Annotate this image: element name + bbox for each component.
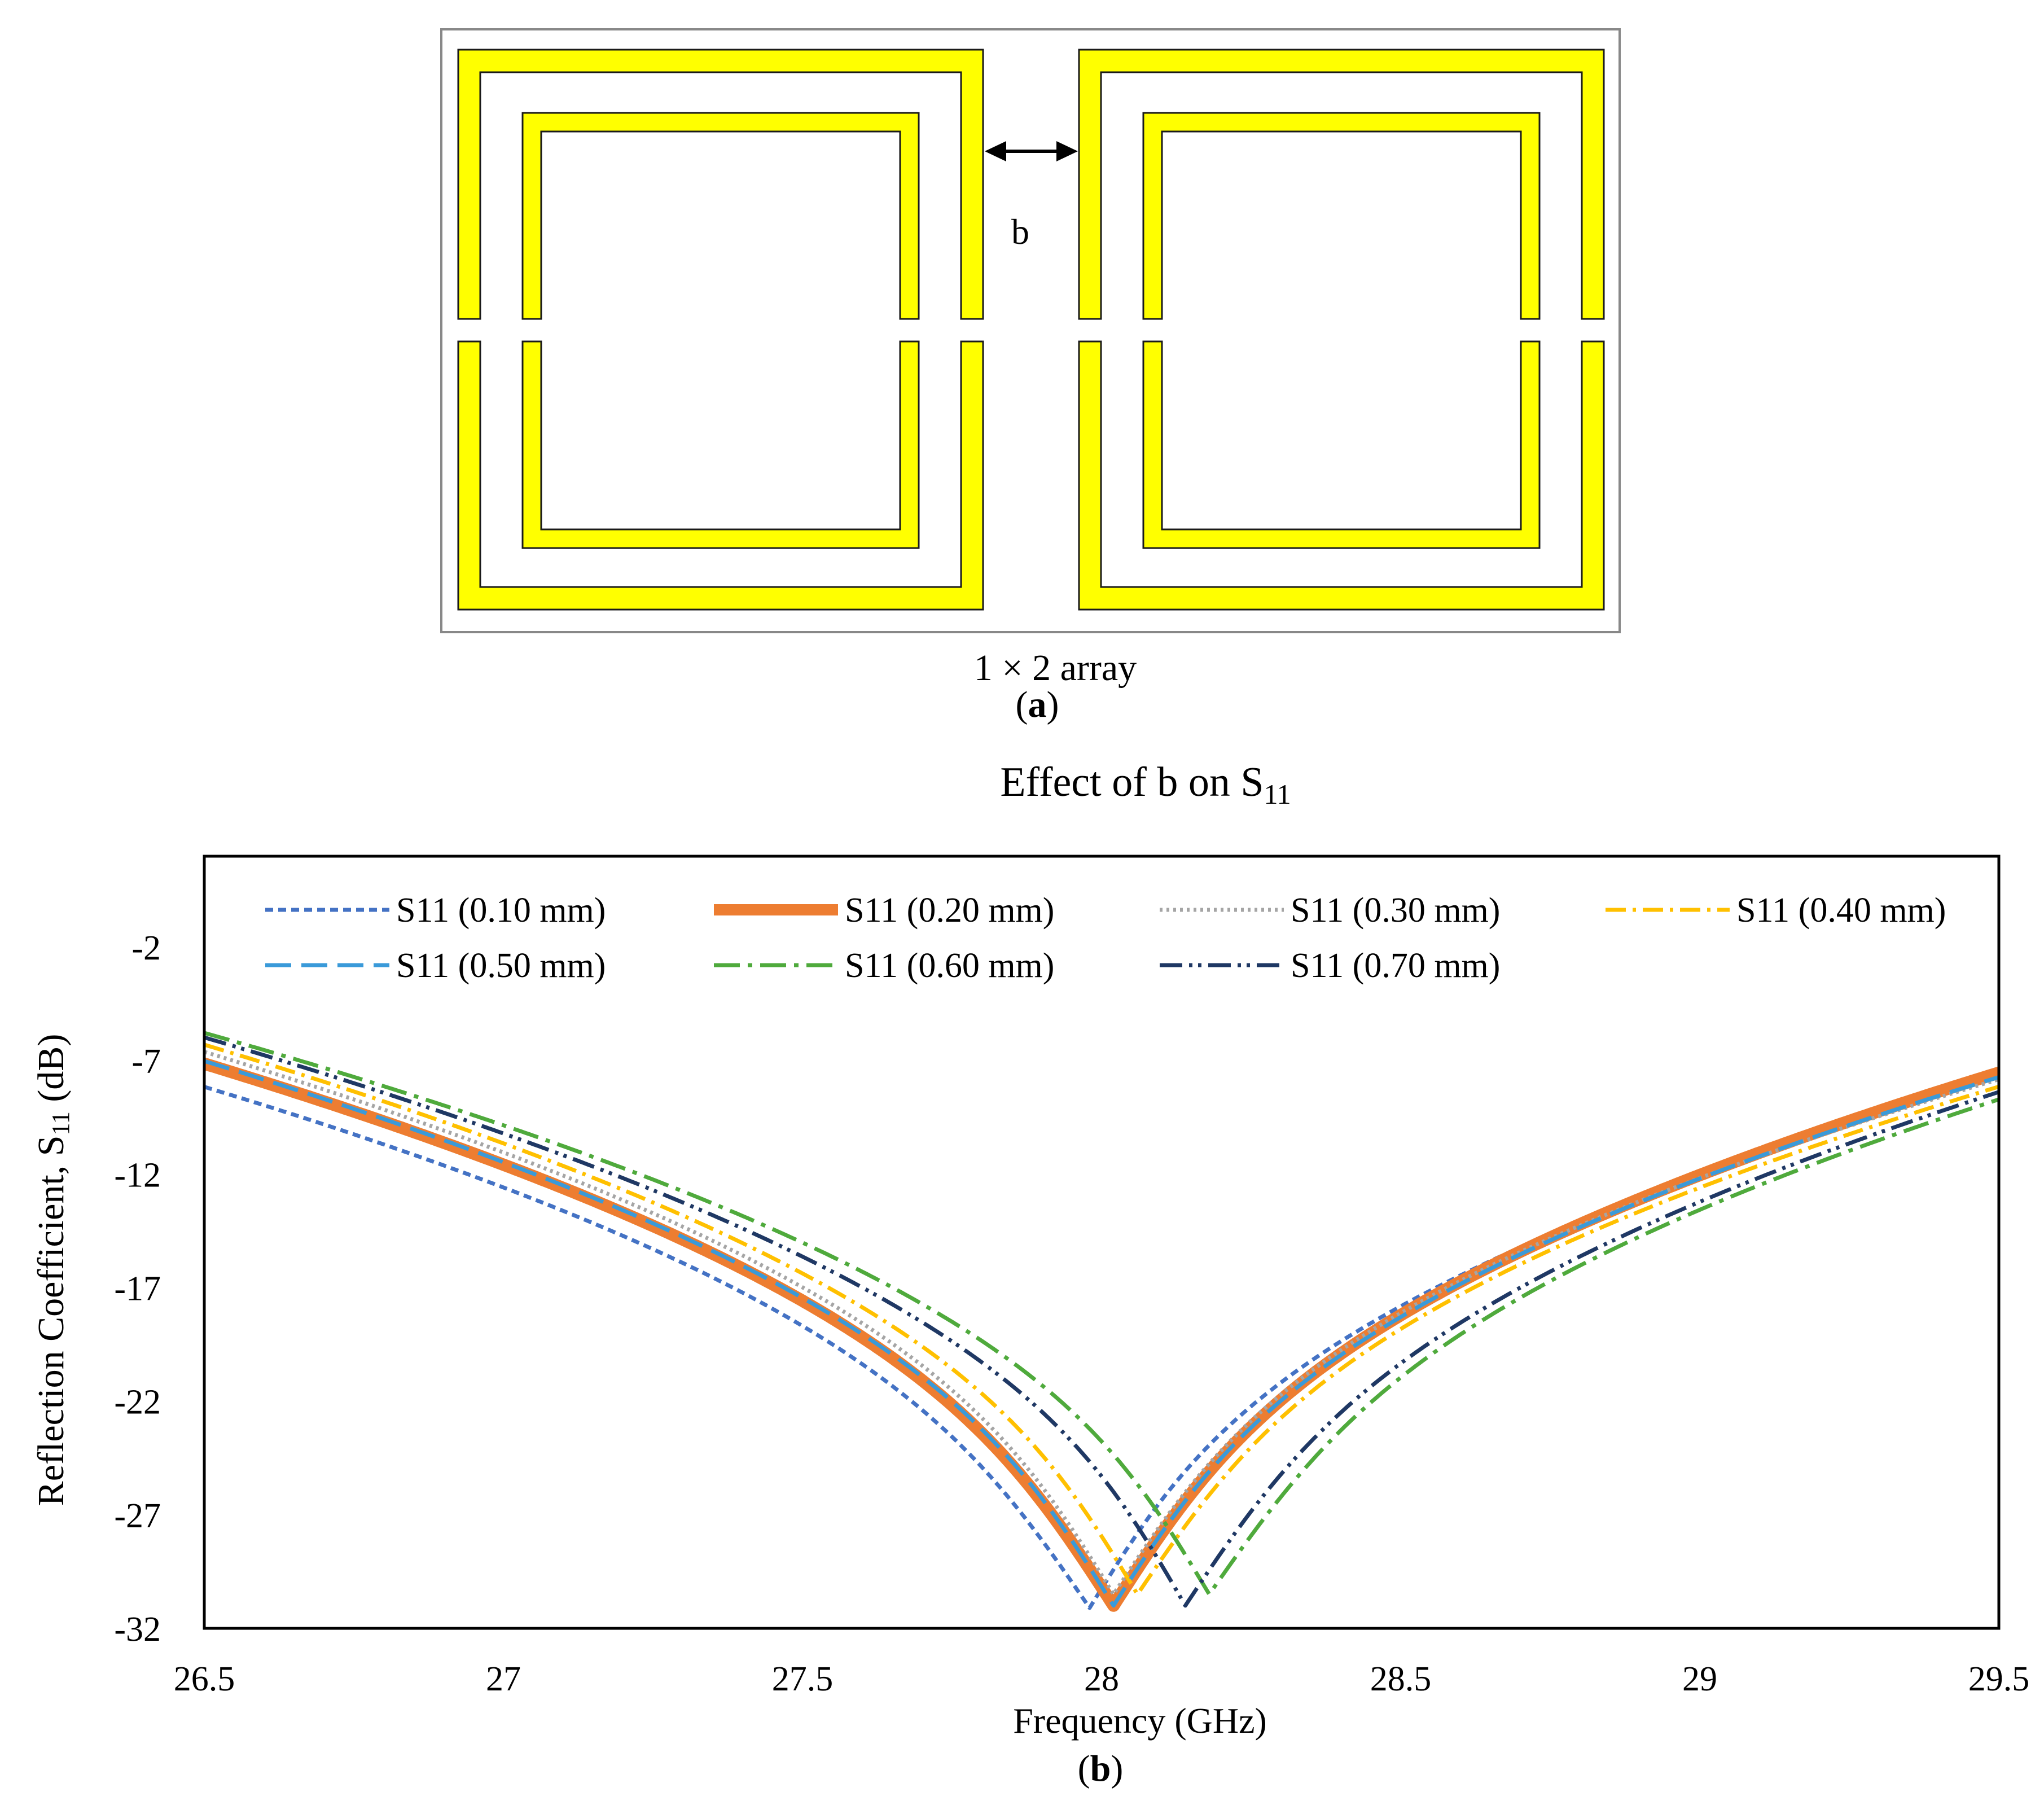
y-axis-label-main: Reflection Coefficient, S xyxy=(30,1136,72,1506)
panel-a-letter: a xyxy=(1028,684,1047,725)
unit-cell-right xyxy=(1078,49,1605,611)
chart-title-main: Effect of b on S xyxy=(1000,759,1264,805)
x-tick-label: 27 xyxy=(486,1660,521,1698)
x-tick-label: 29 xyxy=(1682,1660,1717,1698)
legend-label: S11 (0.30 mm) xyxy=(1291,891,1500,930)
array-caption: 1 × 2 array xyxy=(974,647,1137,689)
y-tick-label: -32 xyxy=(114,1610,161,1649)
x-tick-label: 29.5 xyxy=(1968,1660,2030,1698)
x-tick-label: 28.5 xyxy=(1370,1660,1432,1698)
series-line-3 xyxy=(204,1050,1999,1597)
y-tick-label: -2 xyxy=(131,929,161,967)
chart-title: Effect of b on S11 xyxy=(1000,759,1291,810)
panel-a-paren-close: ) xyxy=(1047,684,1059,725)
y-tick-label: -12 xyxy=(114,1156,161,1194)
legend-entry: S11 (0.20 mm) xyxy=(714,891,1054,930)
gap-arrow xyxy=(985,141,1078,161)
legend-label: S11 (0.40 mm) xyxy=(1736,891,1946,930)
legend-label: S11 (0.20 mm) xyxy=(845,891,1054,930)
panel-a-paren-open: ( xyxy=(1016,684,1028,725)
series-line-6 xyxy=(204,1031,1999,1597)
legend-entry: S11 (0.50 mm) xyxy=(265,947,606,985)
x-tick-label: 27.5 xyxy=(772,1660,834,1698)
x-axis-label: Frequency (GHz) xyxy=(1013,1701,1267,1741)
series-line-4 xyxy=(204,1042,1999,1597)
x-tick-label: 26.5 xyxy=(174,1660,235,1698)
gap-label: b xyxy=(1011,212,1029,252)
outer-ring-upper xyxy=(1078,49,1605,320)
legend-entry: S11 (0.40 mm) xyxy=(1606,891,1946,930)
unit-cell-left xyxy=(457,49,984,611)
legend-entry: S11 (0.70 mm) xyxy=(1160,947,1500,985)
y-tick-label: -17 xyxy=(114,1269,161,1308)
legend-label: S11 (0.50 mm) xyxy=(396,947,606,985)
y-tick-label: -7 xyxy=(131,1042,161,1081)
legend-label: S11 (0.10 mm) xyxy=(396,891,606,930)
legend-entry: S11 (0.10 mm) xyxy=(265,891,606,930)
panel-a: b 1 × 2 array (a) xyxy=(440,28,1621,725)
y-axis-label: Reflection Coefficient, S11 (dB) xyxy=(30,1034,74,1506)
outer-ring-lower xyxy=(1078,340,1605,611)
panel-b-paren-close: ) xyxy=(1111,1748,1123,1789)
panel-b-label: (b) xyxy=(1078,1748,1124,1789)
series-line-2 xyxy=(204,1057,1999,1612)
legend-entry: S11 (0.60 mm) xyxy=(714,947,1054,985)
y-tick-label: -27 xyxy=(114,1497,161,1535)
chart-title-sub: 11 xyxy=(1264,778,1291,810)
outer-ring-lower xyxy=(457,340,984,611)
x-tick-label: 28 xyxy=(1084,1660,1119,1698)
series-line-7 xyxy=(204,1035,1999,1608)
inner-ring-upper xyxy=(521,112,920,320)
plot-area: -2 -7 -12 -17 -22 -27 -32 26.5 27 27.5 28 28.5 29 29.… xyxy=(114,855,2030,1698)
inner-ring-lower xyxy=(1142,340,1541,549)
plot-frame xyxy=(203,855,2001,1630)
panel-b-paren-open: ( xyxy=(1078,1748,1090,1789)
inner-ring-upper xyxy=(1142,112,1541,320)
y-tick-label: -22 xyxy=(114,1383,161,1422)
outer-ring-upper xyxy=(457,49,984,320)
legend-entry: S11 (0.30 mm) xyxy=(1160,891,1500,930)
panel-b: Effect of b on S11 Reflection Coefficien… xyxy=(30,759,2029,1789)
legend-label: S11 (0.60 mm) xyxy=(845,947,1054,985)
panel-a-label: (a) xyxy=(1016,684,1059,725)
y-axis-label-tail: (dB) xyxy=(30,1034,72,1111)
legend-label: S11 (0.70 mm) xyxy=(1291,947,1500,985)
series-line-5 xyxy=(204,1059,1999,1608)
inner-ring-lower xyxy=(521,340,920,549)
panel-b-letter: b xyxy=(1090,1748,1111,1789)
y-axis-label-sub: 11 xyxy=(47,1111,74,1135)
